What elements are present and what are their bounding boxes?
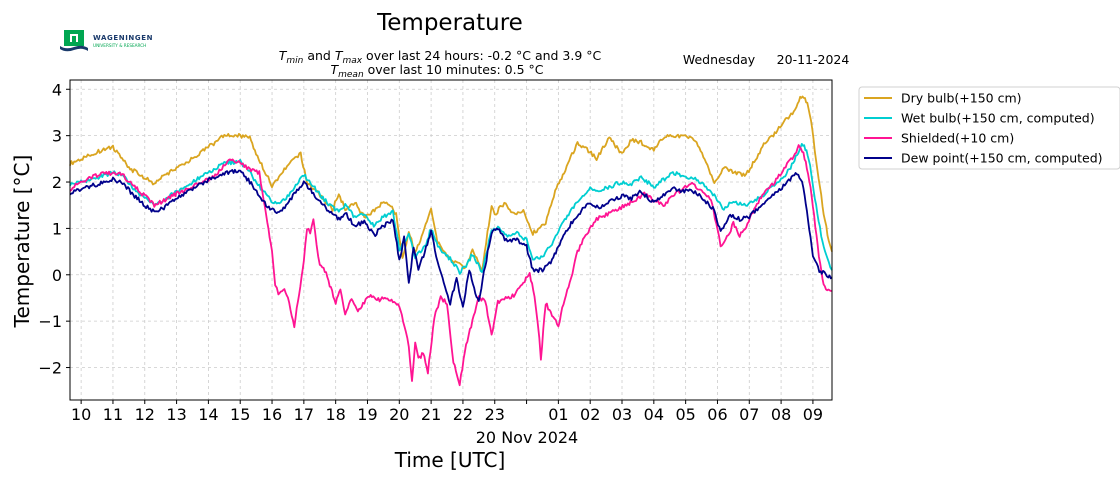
plot-frame bbox=[69, 79, 833, 401]
legend-label: Dry bulb(+150 cm) bbox=[901, 91, 1022, 106]
x-tick-label: 02 bbox=[580, 405, 600, 424]
x-axis-ticks: 10 11 12 13 14 15 16 17 18 19 20 21 22 23 01 02 03 04 05 06… bbox=[71, 400, 823, 424]
wageningen-logo: WAGENINGEN UNIVERSITY & RESEARCH bbox=[60, 30, 153, 52]
x-tick-label: 04 bbox=[644, 405, 664, 424]
x-tick-label: 03 bbox=[612, 405, 632, 424]
x-tick-label: 14 bbox=[198, 405, 218, 424]
legend-box bbox=[858, 86, 1120, 170]
x-tick-label: 21 bbox=[421, 405, 441, 424]
y-tick-label: −1 bbox=[38, 312, 62, 331]
x-tick-label: 08 bbox=[771, 405, 791, 424]
series-lines bbox=[69, 95, 833, 387]
x-tick-label: 23 bbox=[485, 405, 505, 424]
legend: Dry bulb(+150 cm) Wet bulb(+150 cm, compu… bbox=[858, 86, 1120, 170]
legend-label: Shielded(+10 cm) bbox=[901, 131, 1014, 146]
logo-text-sub: UNIVERSITY & RESEARCH bbox=[93, 43, 146, 48]
x-tick-label: 18 bbox=[325, 405, 345, 424]
chart-title: Temperature bbox=[376, 10, 523, 36]
y-tick-label: 4 bbox=[52, 80, 62, 99]
x-tick-label: 09 bbox=[803, 405, 823, 424]
y-tick-label: 1 bbox=[52, 219, 62, 238]
y-axis-ticks: 4 3 2 1 0 −1 −2 bbox=[38, 80, 70, 378]
y-tick-label: 3 bbox=[52, 127, 62, 146]
x-tick-label: 13 bbox=[166, 405, 186, 424]
y-tick-label: 2 bbox=[52, 173, 62, 192]
logo-text-main: WAGENINGEN bbox=[93, 34, 153, 42]
x-tick-label: 01 bbox=[548, 405, 568, 424]
series-line bbox=[69, 142, 833, 275]
stats-line-minmax: Tmin and Tmax over last 24 hours: -0.2 °… bbox=[279, 48, 602, 66]
legend-label: Wet bulb(+150 cm, computed) bbox=[901, 111, 1095, 126]
x-tick-label: 07 bbox=[739, 405, 759, 424]
series-line bbox=[69, 144, 833, 387]
y-tick-label: −2 bbox=[38, 359, 62, 378]
x-tick-label: 22 bbox=[453, 405, 473, 424]
series-line bbox=[69, 168, 833, 308]
x-tick-label: 20 bbox=[389, 405, 409, 424]
x-tick-label: 06 bbox=[707, 405, 727, 424]
weekday-label: Wednesday bbox=[683, 52, 756, 67]
stats-line-mean: Tmean over last 10 minutes: 0.5 °C bbox=[330, 62, 543, 80]
date-label: 20-11-2024 bbox=[777, 52, 850, 67]
legend-label: Dew point(+150 cm, computed) bbox=[901, 151, 1103, 166]
x-tick-label: 05 bbox=[675, 405, 695, 424]
x-tick-label: 17 bbox=[294, 405, 314, 424]
x-date-label: 20 Nov 2024 bbox=[476, 428, 578, 447]
y-axis-label: Temperature [°C] bbox=[10, 155, 34, 329]
x-axis-label: Time [UTC] bbox=[394, 448, 506, 472]
x-tick-label: 12 bbox=[135, 405, 155, 424]
x-tick-label: 19 bbox=[357, 405, 377, 424]
y-tick-label: 0 bbox=[52, 266, 62, 285]
x-tick-label: 10 bbox=[71, 405, 91, 424]
x-tick-label: 16 bbox=[262, 405, 282, 424]
grid-lines bbox=[70, 80, 832, 400]
x-tick-label: 11 bbox=[103, 405, 123, 424]
x-tick-label: 15 bbox=[230, 405, 250, 424]
